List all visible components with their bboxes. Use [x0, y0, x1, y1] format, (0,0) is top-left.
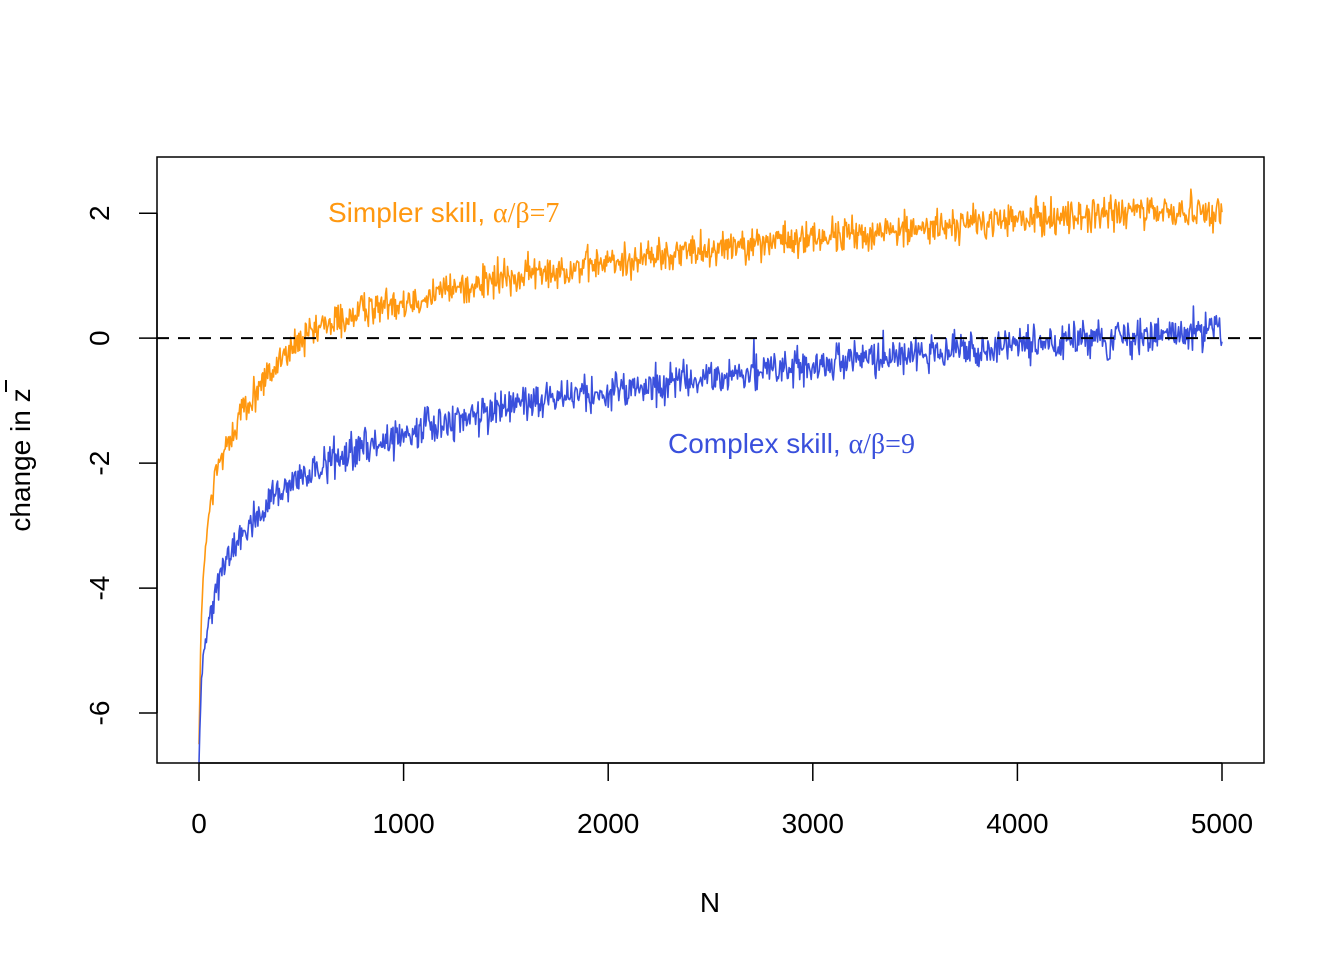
x-axis-label: N	[700, 887, 720, 918]
series-line-simpler-skill	[198, 188, 1223, 745]
x-tick-label: 5000	[1191, 808, 1253, 839]
y-tick-label: -2	[84, 451, 115, 476]
simpler-skill-label: Simpler skill, α/β=7	[328, 197, 559, 229]
x-tick-label: 0	[191, 808, 207, 839]
y-tick-label: 2	[84, 205, 115, 221]
simpler-skill-text: Simpler skill,	[328, 197, 493, 228]
x-tick-label: 2000	[577, 808, 639, 839]
y-axis-label: change in z	[5, 388, 36, 531]
y-tick-label: -4	[84, 576, 115, 601]
y-axis-label-group: change in z	[5, 380, 36, 532]
y-tick-label: 0	[84, 330, 115, 346]
x-tick-label: 3000	[782, 808, 844, 839]
complex-skill-ratio: α/β=9	[848, 429, 915, 460]
complex-skill-text: Complex skill,	[668, 428, 848, 459]
series-layer	[198, 188, 1223, 764]
x-tick-label: 4000	[986, 808, 1048, 839]
y-axis: -6 -4 -2 0 2	[84, 205, 158, 726]
y-tick-label: -6	[84, 701, 115, 726]
x-tick-label: 1000	[372, 808, 434, 839]
simpler-skill-ratio: α/β=7	[493, 198, 560, 229]
complex-skill-label: Complex skill, α/β=9	[668, 428, 915, 460]
x-axis: 0 1000 2000 3000 4000 5000	[191, 762, 1253, 839]
series-line-complex-skill	[198, 305, 1223, 764]
